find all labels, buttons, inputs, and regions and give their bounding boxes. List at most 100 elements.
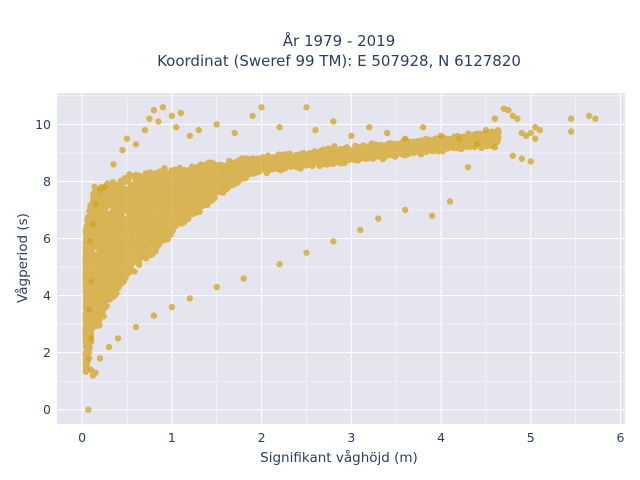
scatter-point [146,115,153,122]
scatter-point [147,251,155,259]
y-axis-title: Vågperiod (s) [14,213,31,303]
scatter-point [97,256,104,263]
scatter-point [180,219,188,226]
scatter-point [567,128,575,135]
scatter-point [92,225,99,233]
scatter-point [308,161,316,168]
scatter-point [132,182,140,189]
scatter-point [87,238,94,245]
scatter-point [453,144,460,152]
scatter-point [112,282,119,290]
scatter-point [124,270,131,278]
scatter-point [109,225,117,232]
scatter-point [567,115,575,122]
scatter-point [255,168,263,175]
scatter-point [134,246,141,254]
scatter-point [149,214,156,222]
scatter-point [102,204,110,211]
scatter-point [330,238,337,245]
scatter-point [159,188,167,195]
scatter-point [348,132,355,140]
scatter-point [168,172,175,179]
scatter-point [269,154,276,161]
scatter-point [478,144,485,152]
scatter-point [238,155,246,162]
scatter-point [155,118,162,125]
scatter-point [173,199,180,206]
scatter-point [108,211,115,219]
scatter-point [91,252,98,259]
scatter-point [88,210,95,217]
scatter-point [269,161,277,169]
scatter-point [187,202,195,210]
scatter-point [159,168,166,175]
scatter-point [87,335,95,342]
scatter-point [177,109,185,117]
scatter-point [101,183,108,191]
scatter-point [505,106,512,114]
scatter-point [195,126,202,134]
scatter-point [455,135,463,142]
scatter-point [249,112,256,120]
scatter-point [204,198,212,206]
scatter-point [90,190,97,198]
x-tick-label: 5 [527,430,535,445]
scatter-point [96,275,104,283]
scatter-point [366,145,373,152]
scatter-point [328,160,335,167]
scatter-point [103,217,110,224]
scatter-point [208,160,215,167]
scatter-point [213,283,220,291]
scatter-point [172,222,179,230]
scatter-point [187,192,195,199]
scatter-point [103,266,110,273]
scatter-point [144,216,151,223]
scatter-point [446,198,454,205]
scatter-point [115,267,122,275]
scatter-point [109,289,117,296]
scatter-point [176,174,183,181]
scatter-point [399,146,407,153]
scatter-point [143,223,150,231]
scatter-point [427,137,435,144]
scatter-point [84,226,92,233]
scatter-point [107,295,114,302]
scatter-point [144,244,151,252]
scatter-point [94,211,101,218]
scatter-point [163,212,170,220]
scatter-point [135,228,142,235]
y-tick-label: 8 [43,174,51,189]
scatter-point [150,106,158,114]
scatter-point [86,306,93,314]
scatter-point [94,287,102,295]
scatter-point [246,168,253,175]
scatter-point [371,147,378,154]
chart-title-line1: År 1979 - 2019 [283,31,396,50]
scatter-point [97,263,104,270]
scatter-point [509,152,517,159]
scatter-point [473,141,481,148]
scatter-point [229,176,236,184]
scatter-point [303,104,310,111]
scatter-point [131,187,138,194]
scatter-point [99,306,106,313]
scatter-cloud [82,127,502,375]
scatter-point [110,161,117,168]
scatter-point [159,104,167,111]
scatter-point [125,176,132,183]
scatter-point [340,157,348,165]
scatter-point [159,181,167,189]
scatter-point [110,196,118,203]
scatter-point [209,186,217,194]
scatter-point [123,245,130,252]
scatter-point [82,330,90,338]
x-tick-label: 2 [258,430,266,445]
scatter-point [444,139,452,146]
scatter-point [104,230,111,238]
scatter-point [214,182,221,190]
scatter-point [330,118,337,125]
scatter-point [374,151,381,159]
scatter-point [219,180,227,187]
scatter-point [419,140,426,148]
y-tick-label: 4 [43,288,51,303]
